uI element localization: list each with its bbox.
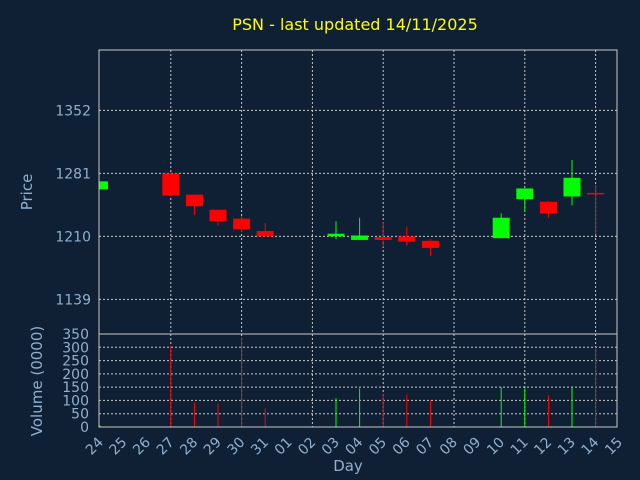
x-tick-label: 07	[413, 435, 437, 459]
x-tick-label: 03	[319, 435, 343, 459]
x-tick-labels: 24 25 26 27 28 29 30 31 01 02 03 04 05 06 07 08 09 10 11 12…	[83, 434, 626, 458]
candle-body	[351, 235, 369, 240]
candle-body	[233, 218, 251, 230]
x-axis-label: Day	[333, 457, 363, 475]
candle-body	[421, 240, 439, 248]
y-axis-label-volume: Volume (0000)	[28, 326, 46, 436]
volume-bars	[99, 337, 597, 427]
x-tick-label: 28	[177, 435, 201, 459]
x-tick-label: 05	[366, 435, 390, 459]
volume-panel-frame	[98, 333, 618, 428]
candle-body	[374, 237, 392, 240]
candle-body	[516, 188, 534, 200]
x-tick-label: 26	[130, 434, 154, 458]
candle-body	[492, 217, 510, 239]
volume-tick-label: 50	[71, 407, 89, 423]
candle-body	[539, 201, 557, 214]
price-tick-labels: 1139 1210 1281 1352	[55, 103, 91, 308]
price-tick-label: 1139	[55, 292, 91, 308]
candle-body	[327, 233, 345, 237]
candle-body	[587, 192, 605, 195]
volume-tick-label: 0	[80, 420, 89, 436]
x-tick-label: 29	[201, 435, 225, 459]
candle-body	[398, 236, 416, 242]
price-tick-label: 1210	[55, 229, 91, 245]
x-tick-label: 09	[461, 435, 485, 459]
x-tick-label: 01	[272, 435, 296, 459]
x-tick-label: 12	[531, 435, 555, 459]
price-tick-label: 1281	[55, 166, 91, 182]
x-tick-label: 14	[579, 434, 603, 458]
chart-title: PSN - last updated 14/11/2025	[232, 15, 478, 34]
volume-tick-label: 350	[62, 327, 89, 343]
x-tick-label: 15	[602, 435, 626, 459]
x-tick-label: 25	[107, 435, 131, 459]
price-tick-label: 1352	[55, 103, 91, 119]
x-tick-label: 24	[83, 434, 107, 458]
candle-body	[100, 181, 108, 190]
x-tick-label: 11	[508, 435, 532, 459]
volume-tick-label: 100	[62, 393, 89, 409]
y-axis-label-price: Price	[18, 174, 36, 211]
x-tick-label: 27	[154, 435, 178, 459]
candle-body	[563, 177, 581, 197]
volume-tick-label: 250	[62, 354, 89, 370]
volume-tick-label: 200	[62, 367, 89, 383]
x-tick-label: 02	[295, 435, 319, 459]
x-tick-label: 08	[437, 435, 461, 459]
x-tick-label: 04	[343, 434, 367, 458]
x-tick-label: 31	[248, 435, 272, 459]
candle-body	[185, 194, 203, 207]
candle-body	[162, 173, 180, 196]
candle-body	[209, 209, 227, 222]
volume-tick-label: 300	[62, 340, 89, 356]
x-tick-label: 06	[390, 434, 414, 458]
candle-body	[256, 231, 274, 237]
x-tick-label: 30	[225, 435, 249, 459]
x-tick-label: 13	[555, 435, 579, 459]
volume-tick-label: 150	[62, 380, 89, 396]
volume-grid	[99, 334, 617, 427]
x-tick-label: 10	[484, 435, 508, 459]
price-candles	[99, 160, 605, 256]
